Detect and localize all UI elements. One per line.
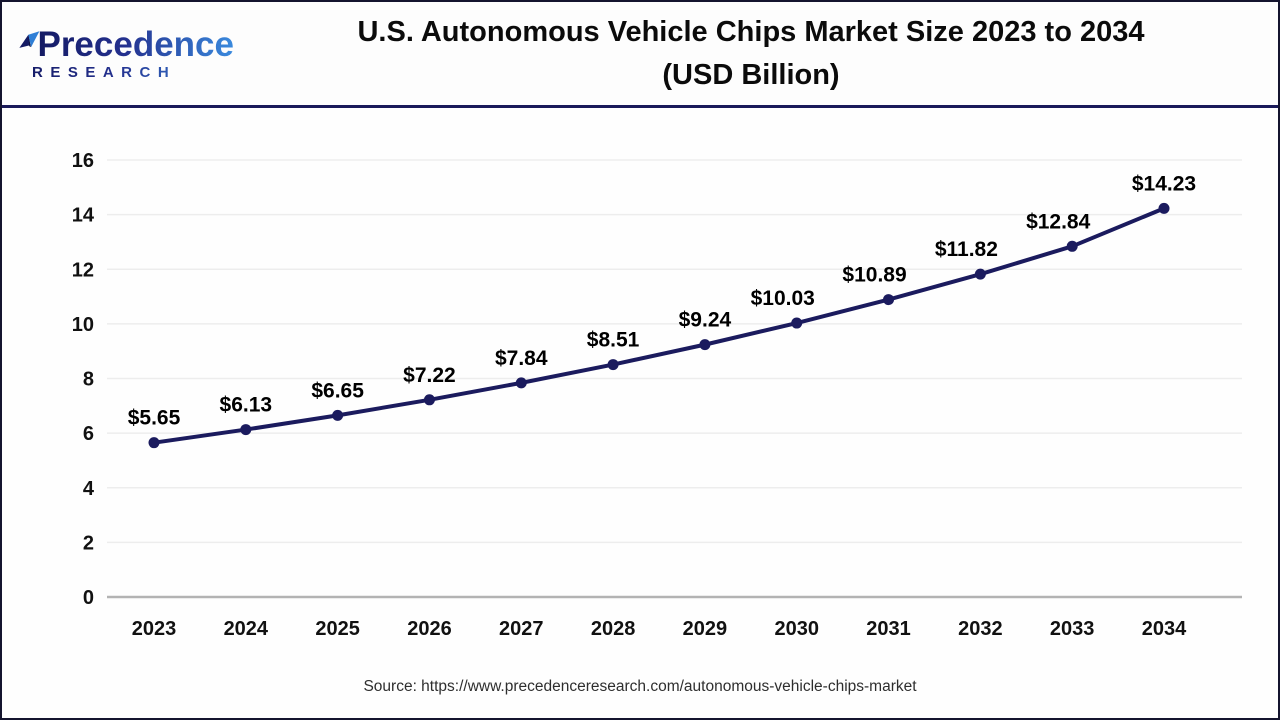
y-tick-label: 10: [72, 314, 94, 336]
data-point-marker: [699, 339, 711, 351]
x-tick-label: 2034: [1142, 618, 1187, 640]
y-tick-label: 12: [72, 259, 94, 281]
x-tick-label: 2025: [315, 618, 360, 640]
x-tick-label: 2033: [1050, 618, 1095, 640]
x-tick-label: 2024: [224, 618, 269, 640]
source-text: Source: https://www.precedenceresearch.c…: [363, 678, 917, 695]
x-tick-label: 2032: [958, 618, 1003, 640]
y-tick-label: 16: [72, 150, 94, 172]
chart-title-line1: U.S. Autonomous Vehicle Chips Market Siz…: [357, 16, 1145, 49]
data-point-label: $10.89: [842, 264, 906, 287]
paper-plane-icon: [19, 31, 40, 48]
x-tick-label: 2027: [499, 618, 544, 640]
data-point-label: $10.03: [751, 287, 815, 310]
brand-logo: Precedence RESEARCH: [2, 27, 234, 80]
x-tick-label: 2029: [683, 618, 728, 640]
data-point-marker: [1158, 202, 1170, 214]
x-tick-label: 2031: [866, 618, 911, 640]
data-point-label: $6.65: [311, 379, 364, 402]
data-point-marker: [607, 359, 619, 371]
data-point-marker: [974, 268, 986, 280]
x-tick-label: 2028: [591, 618, 636, 640]
data-point-marker: [423, 394, 435, 406]
data-point-label: $7.22: [403, 364, 456, 387]
y-tick-label: 14: [72, 205, 95, 227]
x-tick-label: 2026: [407, 618, 452, 640]
data-point-label: $12.84: [1026, 210, 1091, 233]
x-tick-label: 2030: [774, 618, 819, 640]
y-tick-label: 6: [83, 423, 94, 445]
data-point-label: $9.24: [679, 309, 732, 332]
data-point-marker: [791, 317, 803, 329]
y-tick-label: 0: [83, 587, 94, 609]
footer: Source: https://www.precedenceresearch.c…: [2, 668, 1278, 718]
data-point-marker: [883, 294, 895, 306]
header: Precedence RESEARCH U.S. Autonomous Vehi…: [2, 2, 1278, 108]
y-tick-label: 2: [83, 532, 94, 554]
data-point-marker: [515, 377, 527, 389]
x-tick-label: 2023: [132, 618, 177, 640]
y-tick-label: 4: [83, 478, 95, 500]
data-point-marker: [332, 409, 344, 421]
data-point-marker: [1066, 240, 1078, 252]
chart-title-line2: (USD Billion): [662, 58, 840, 91]
data-point-marker: [240, 424, 252, 436]
line-series: [152, 206, 1166, 445]
y-tick-label: 8: [83, 369, 94, 391]
data-point-label: $14.23: [1132, 172, 1196, 195]
data-point-label: $5.65: [128, 407, 181, 430]
chart-title: U.S. Autonomous Vehicle Chips Market Siz…: [234, 11, 1278, 95]
plot-area: 0 2 4 6 8 10 12 14 16 2023 2024 2025 2026 2027 2028 202…: [2, 108, 1278, 668]
data-point-label: $7.84: [495, 347, 548, 370]
data-point-marker: [148, 437, 160, 449]
data-point-label: $6.13: [220, 394, 273, 417]
data-point-label: $11.82: [935, 238, 998, 261]
data-point-label: $8.51: [587, 329, 640, 352]
logo-wordmark: Precedence: [37, 25, 234, 64]
logo-subtitle: RESEARCH: [18, 65, 234, 80]
chart-svg: 0 2 4 6 8 10 12 14 16 2023 2024 2025 2026 2027 2028 202…: [72, 150, 1242, 640]
